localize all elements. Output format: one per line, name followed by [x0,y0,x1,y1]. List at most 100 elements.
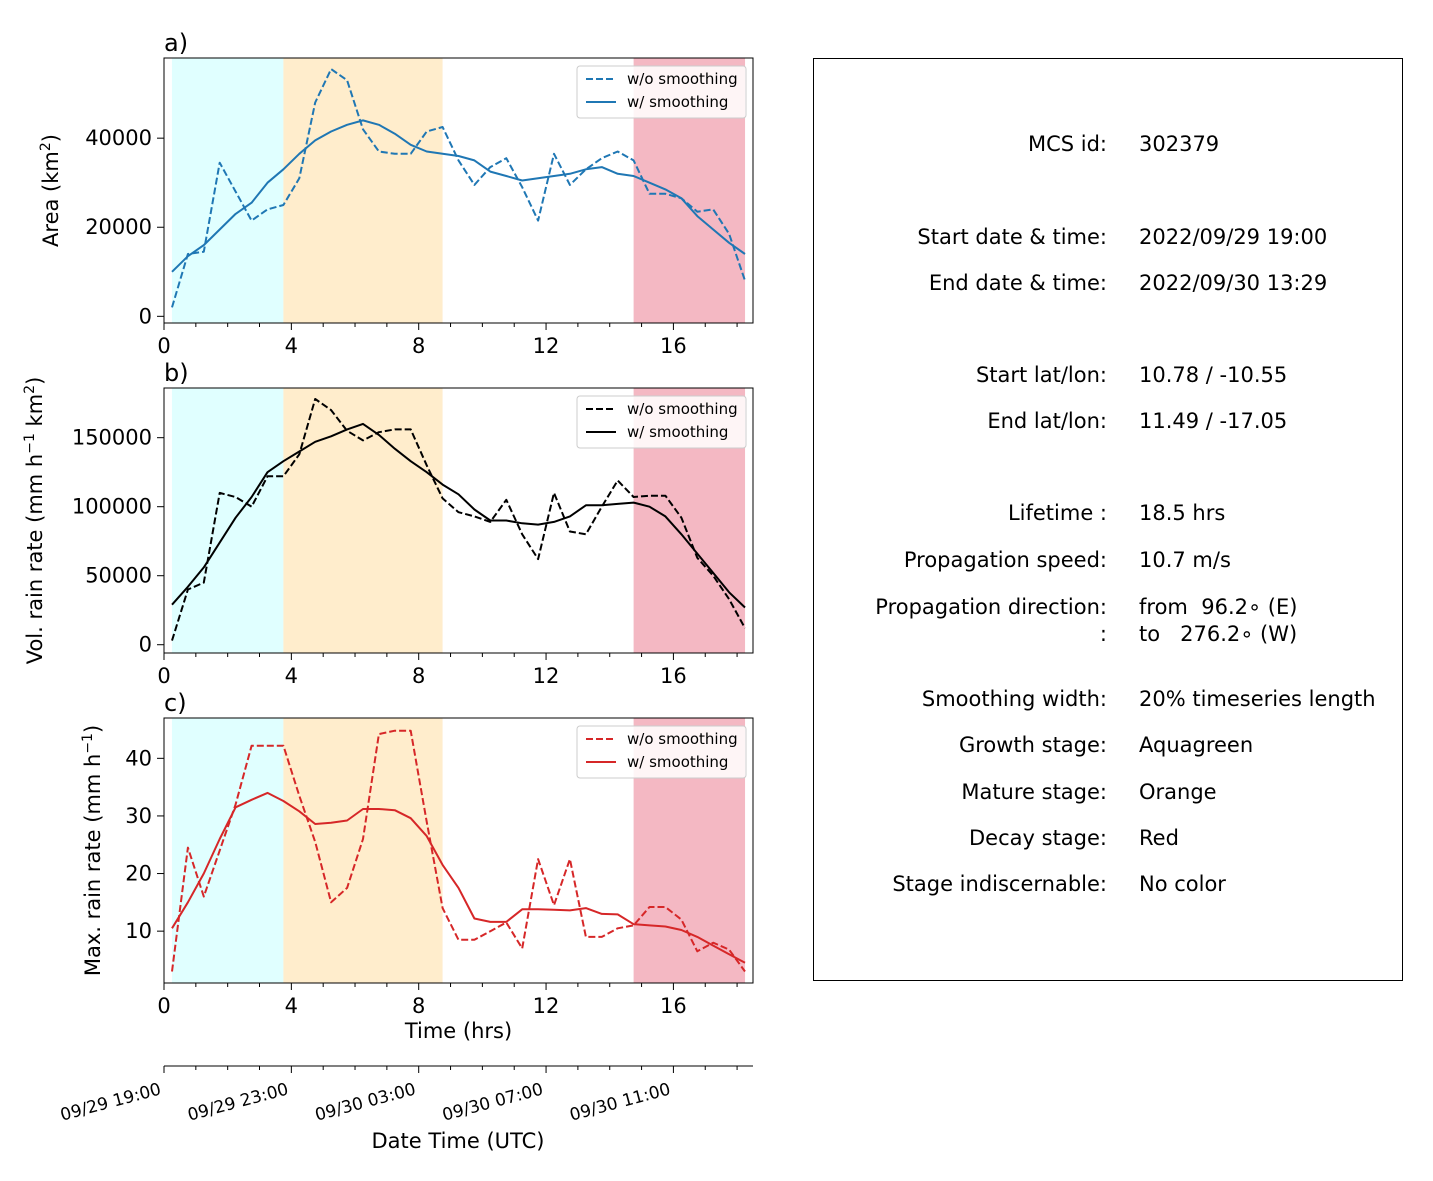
y-axis-label: Area (km2) [38,134,63,247]
legend-label: w/ smoothing [627,93,728,111]
info-value: 10.7 m/s [1139,548,1231,572]
info-label: End lat/lon: [987,409,1107,433]
info-row: Stage indiscernable: No color [814,871,1402,897]
y-tick-label: 100000 [72,495,152,519]
info-label: Stage indiscernable: [892,872,1107,896]
x-tick-label: 0 [157,334,170,358]
info-value: 2022/09/29 19:00 [1139,225,1328,249]
panel-label: c) [164,689,187,717]
mcs-info-box: MCS id: 302379 Start date & time: 2022/09/2… [813,58,1403,981]
y-tick-label: 40000 [85,126,152,150]
info-row: Propagation direction: from 96.2∘ (E) [814,594,1402,620]
stage-band-growth [171,58,284,323]
date-tick-label: 09/30 07:00 [440,1080,545,1126]
info-label: Propagation speed: [903,548,1107,572]
info-value: Red [1139,826,1179,850]
x-tick-label: 12 [533,334,560,358]
legend: w/o smoothing w/ smoothing [576,725,747,779]
x-tick-label: 16 [660,994,687,1018]
y-tick-label: 30 [125,804,152,828]
info-value: to 276.2∘ (W) [1139,622,1298,646]
info-row: Lifetime : 18.5 hrs [814,500,1402,526]
series-line-raw [171,68,746,308]
stage-band-mature [283,718,443,983]
y-axis-label: Vol. rain rate (mm h−1 km2) [22,377,47,665]
y-axis-label: Max. rain rate (mm h−1) [80,725,105,976]
info-row: MCS id: 302379 [814,131,1402,157]
date-tick-label: 09/30 11:00 [568,1080,673,1126]
x-tick-label: 4 [285,994,298,1018]
date-axis-label: Date Time (UTC) [372,1129,545,1153]
info-row: : to 276.2∘ (W) [814,621,1402,647]
info-value: Orange [1139,780,1217,804]
legend-label: w/ smoothing [627,423,728,441]
y-tick-label: 20 [125,862,152,886]
x-tick-label: 4 [285,334,298,358]
legend-label: w/ smoothing [627,753,728,771]
series-line-smoothed [171,119,746,273]
y-tick-label: 0 [139,633,152,657]
info-value: 10.78 / -10.55 [1139,363,1288,387]
y-tick-label: 150000 [72,426,152,450]
y-tick-label: 50000 [85,564,152,588]
info-value: 11.49 / -17.05 [1139,409,1288,433]
info-label: Start lat/lon: [975,363,1107,387]
info-row: End date & time: 2022/09/30 13:29 [814,270,1402,296]
legend-frame [576,725,747,779]
x-tick-label: 8 [412,334,425,358]
legend-frame [576,65,747,119]
info-row: Decay stage: Red [814,825,1402,851]
info-row: Mature stage: Orange [814,779,1402,805]
panel-label: a) [164,29,188,57]
axes-frame [163,717,754,984]
legend-label: w/o smoothing [627,70,738,88]
info-row: Start date & time: 2022/09/29 19:00 [814,224,1402,250]
panel-c: 0 4 8 12 16 10 20 30 40 Max. rain rate (mm h−1) c)… [80,689,754,1043]
legend: w/o smoothing w/ smoothing [576,65,747,119]
x-tick-label: 0 [157,664,170,688]
info-label: Propagation direction: [875,595,1107,619]
info-label: Growth stage: [958,733,1107,757]
series-line-raw [171,398,746,641]
x-tick-label: 12 [533,994,560,1018]
info-label: MCS id: [1027,132,1107,156]
info-row: Start lat/lon: 10.78 / -10.55 [814,362,1402,388]
stage-band-growth [171,388,284,653]
series-line-raw [171,729,746,973]
x-tick-label: 12 [533,664,560,688]
stage-band-growth [171,718,284,983]
info-value: from 96.2∘ (E) [1139,595,1298,619]
info-label: Lifetime : [1007,501,1107,525]
x-tick-label: 8 [412,664,425,688]
info-row: Growth stage: Aquagreen [814,732,1402,758]
legend-label: w/o smoothing [627,730,738,748]
x-tick-label: 0 [157,994,170,1018]
x-tick-label: 16 [660,664,687,688]
info-value: 302379 [1139,132,1220,156]
info-label: Mature stage: [961,780,1107,804]
panel-label: b) [164,359,189,387]
series-line-smoothed [171,791,746,964]
info-value: No color [1139,872,1226,896]
y-tick-label: 10 [125,919,152,943]
stage-band-mature [283,58,443,323]
info-label: Smoothing width: [921,687,1107,711]
info-value: 18.5 hrs [1139,501,1226,525]
info-value: 20% timeseries length [1139,687,1376,711]
y-tick-label: 40 [125,746,152,770]
info-label: : [1099,622,1107,646]
legend: w/o smoothing w/ smoothing [576,395,747,449]
info-row: Propagation speed: 10.7 m/s [814,547,1402,573]
info-value: Aquagreen [1139,733,1254,757]
series-line-smoothed [171,422,746,609]
x-tick-label: 4 [285,664,298,688]
info-row: Smoothing width: 20% timeseries length [814,686,1402,712]
date-tick-label: 09/30 03:00 [313,1080,418,1126]
info-value: 2022/09/30 13:29 [1139,271,1328,295]
info-label: Start date & time: [917,225,1107,249]
info-row: End lat/lon: 11.49 / -17.05 [814,408,1402,434]
date-tick-label: 09/29 19:00 [58,1080,163,1126]
legend-frame [576,395,747,449]
legend-label: w/o smoothing [627,400,738,418]
